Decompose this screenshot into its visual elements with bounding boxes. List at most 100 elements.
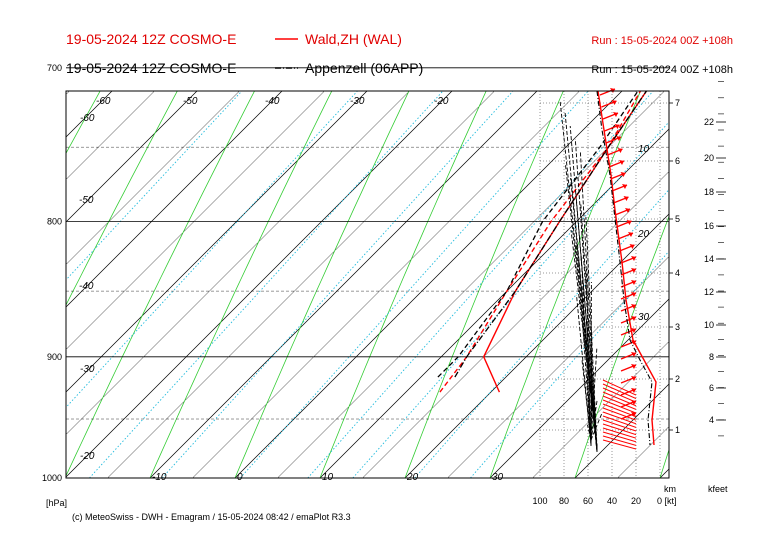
wind-arrowhead-wald <box>626 220 632 225</box>
isotherm-line <box>362 171 669 478</box>
isotherm-line <box>192 91 580 478</box>
wind-arrow-wald-low <box>602 403 637 418</box>
kfeet-unit-label: kfeet <box>708 484 728 494</box>
header-line2-run: Run : 15-05-2024 00Z +108h <box>591 64 733 76</box>
isotherm-label: 20 <box>637 229 650 240</box>
km-tick-label: 5 <box>675 214 680 224</box>
wind-arrow-appenzell <box>579 151 598 451</box>
pressure-tick-label: 800 <box>47 216 62 226</box>
isotherm-line <box>107 91 495 478</box>
wind-arrow-wald-low <box>602 411 637 425</box>
wind-arrow-appenzell <box>569 125 598 452</box>
dry-adiabat-line <box>149 91 333 478</box>
isotherm-line <box>66 91 368 393</box>
wind-arrow-appenzell <box>590 346 598 443</box>
wind-arrowhead-wald <box>629 244 635 249</box>
isotherm-line <box>404 213 669 478</box>
plot-frame <box>65 90 670 479</box>
wind-arrowhead-wald <box>613 112 618 117</box>
isotherm-label: -40 <box>265 96 280 107</box>
wind-arrow-wald-low <box>602 419 637 432</box>
isotherm-label: -30 <box>80 364 95 375</box>
dry-adiabat-line <box>745 0 766 478</box>
mixing-ratio-line <box>470 250 669 478</box>
wind-arrowhead-wald <box>619 160 624 165</box>
isotherm-line <box>66 91 283 308</box>
wind-arrowhead-wald <box>631 376 636 381</box>
isotherm-line <box>277 91 665 478</box>
isotherm-labels: -60 -50 -40 -30 -20 -60 -50 -40 -30 -20 10 20 30 <box>79 96 650 462</box>
isotherm-line <box>66 91 410 435</box>
chart-header: 19-05-2024 12Z COSMO-E Wald,ZH (WAL) Run… <box>66 31 733 76</box>
kfeet-tick-label: 16 <box>704 221 714 231</box>
wald-dewpoint-line <box>439 91 642 393</box>
km-tick-label: 1 <box>675 425 680 435</box>
wind-arrow-wald-low <box>602 435 637 446</box>
isotherm-label: -30 <box>350 96 365 107</box>
wind-arrow-wald-low <box>602 415 637 428</box>
temperature-tick-label: 20 <box>406 472 419 483</box>
wind-speed-lines: 100 80 60 40 20 0 [kt] <box>532 91 677 506</box>
wind-arrow-appenzell <box>575 242 598 447</box>
wind-arrowhead-wald <box>631 388 636 393</box>
wind-arrow-wald-low <box>602 387 637 403</box>
kfeet-axis: 4 6 8 10 12 14 16 18 20 22 <box>704 81 726 437</box>
kfeet-tick-label: 18 <box>704 187 714 197</box>
wind-arrowhead-wald <box>620 172 626 177</box>
wind-arrowhead-wald <box>625 208 630 213</box>
temperature-tick-label: -10 <box>152 472 167 483</box>
hpa-unit-label: [hPa] <box>46 498 67 508</box>
wind-arrowhead-wald <box>611 100 617 105</box>
wind-envelope-appenzell <box>596 90 653 446</box>
km-tick-label: 4 <box>675 268 680 278</box>
wind-arrow-wald-low <box>602 407 637 421</box>
temperature-tick-label: 30 <box>492 472 504 483</box>
profiles <box>437 91 648 393</box>
wind-arrow-wald-low <box>602 391 637 407</box>
isotherm-line <box>234 91 623 478</box>
kfeet-tick-label: 8 <box>709 352 714 362</box>
isotherm-line <box>149 91 538 478</box>
appenzell-dewpoint-line <box>437 91 639 378</box>
wind-arrowhead-wald <box>631 292 636 297</box>
wind-arrowhead-wald <box>622 184 627 189</box>
wind-arrow-appenzell <box>585 268 592 446</box>
wind-tick-label: 0 [kt] <box>657 496 677 506</box>
isotherm-line <box>745 0 766 478</box>
km-tick-label: 7 <box>675 98 680 108</box>
kfeet-tick-label: 12 <box>704 287 714 297</box>
header-line1-run: Run : 15-05-2024 00Z +108h <box>591 35 733 47</box>
pressure-tick-label: 1000 <box>42 473 62 483</box>
wind-envelope-wald <box>597 90 657 446</box>
mixing-ratio-line <box>414 188 669 478</box>
isotherm-label: -60 <box>80 113 95 124</box>
dry-adiabat-line <box>489 91 641 478</box>
appenzell-temperature-line <box>454 91 648 378</box>
wind-arrow-wald-low <box>602 395 637 410</box>
wind-arrow-appenzell <box>590 398 598 441</box>
wind-arrow-appenzell <box>590 411 603 441</box>
wind-arrow-appenzell <box>585 216 598 448</box>
wind-arrow-appenzell <box>590 385 593 442</box>
wind-tick-label: 80 <box>559 496 569 506</box>
dry-adiabat-line <box>66 91 255 477</box>
wind-tick-label: 20 <box>631 496 641 506</box>
wind-arrowhead-wald <box>614 124 620 129</box>
temperature-tick-label: 10 <box>322 472 334 483</box>
isotherm-line <box>66 91 325 350</box>
wind-tick-label: 100 <box>532 496 547 506</box>
pressure-tick-label: 900 <box>47 352 62 362</box>
wind-arrowhead-wald <box>631 304 636 309</box>
wind-arrow-appenzell <box>586 372 592 442</box>
temperature-tick-label: 0 <box>237 472 243 483</box>
wind-arrow-appenzell <box>576 294 592 445</box>
wind-arrow-wald-low <box>602 439 637 450</box>
isotherm-label: -60 <box>96 96 111 107</box>
isotherm-label: -50 <box>183 96 198 107</box>
wind-arrowhead-wald <box>631 352 636 357</box>
temperature-axis: -10 0 10 20 30 <box>152 472 504 483</box>
wind-arrow-appenzell <box>580 203 598 449</box>
header-line1-station: Wald,ZH (WAL) <box>305 31 402 47</box>
wind-arrowhead-wald <box>631 340 636 345</box>
